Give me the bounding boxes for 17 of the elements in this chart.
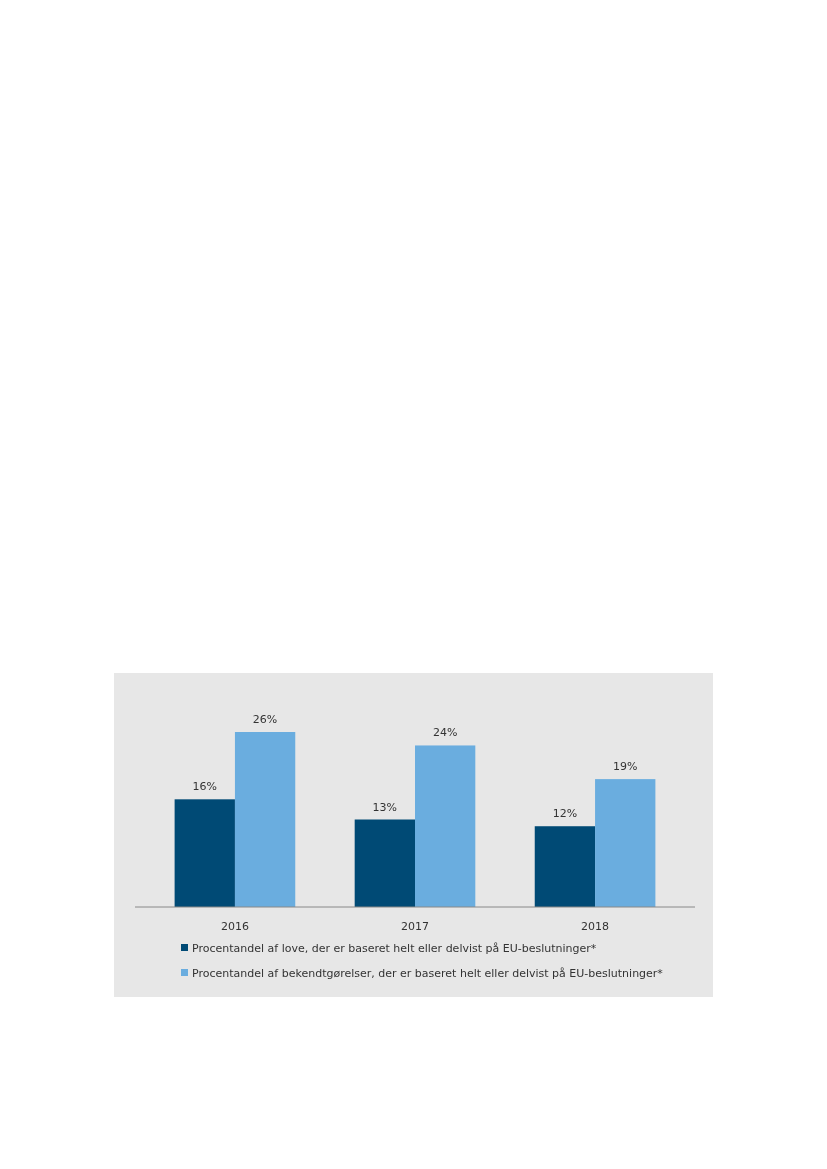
bar xyxy=(595,779,656,907)
data-label: 13% xyxy=(372,800,398,814)
legend-label: Procentandel af love, der er baseret helt eller delvist på EU-beslutninger* xyxy=(192,942,597,955)
bar xyxy=(174,799,235,907)
data-label: 19% xyxy=(613,760,638,774)
bar xyxy=(415,745,476,907)
data-label: 16% xyxy=(192,780,217,794)
x-tick-label: 2017 xyxy=(401,920,429,933)
data-label: 26% xyxy=(252,713,278,726)
data-label: 24% xyxy=(432,726,458,740)
data-label: 12% xyxy=(552,807,578,821)
bar xyxy=(354,819,415,907)
bar xyxy=(534,826,596,907)
bar xyxy=(234,732,296,907)
x-tick-label: 2016 xyxy=(220,920,249,933)
legend-label: Procentandel af bekendtgørelser, der er baseret helt eller delvist på EU-beslutninger* xyxy=(192,967,664,980)
x-tick-label: 2018 xyxy=(581,920,610,933)
